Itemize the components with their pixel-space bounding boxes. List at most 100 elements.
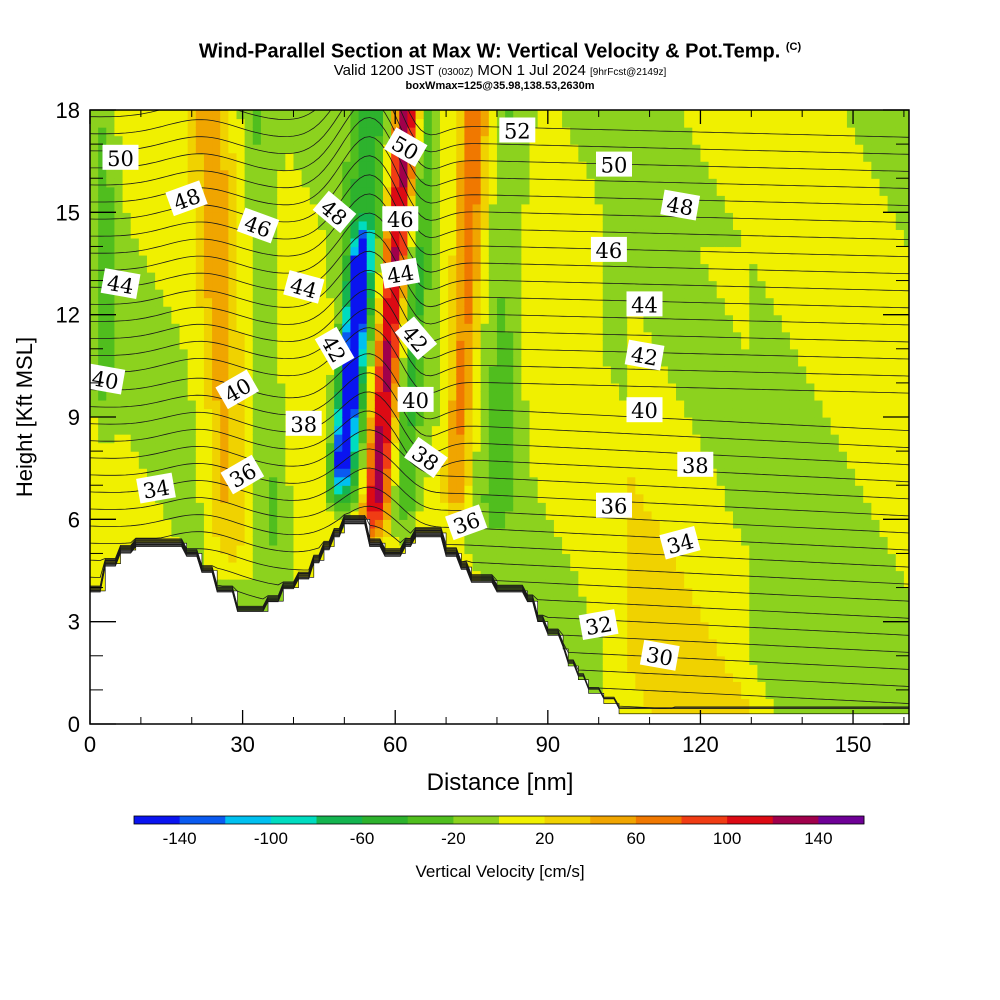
- velocity-cell: [513, 263, 522, 273]
- velocity-cell: [627, 127, 636, 137]
- velocity-cell: [643, 220, 653, 230]
- velocity-cell: [602, 485, 612, 495]
- velocity-cell: [456, 280, 465, 290]
- velocity-cell: [529, 272, 539, 282]
- velocity-cell: [212, 323, 221, 333]
- velocity-cell: [260, 340, 270, 350]
- velocity-cell: [619, 638, 628, 648]
- velocity-cell: [301, 476, 311, 486]
- velocity-cell: [537, 118, 547, 128]
- velocity-cell: [521, 408, 531, 418]
- velocity-cell: [155, 229, 164, 239]
- velocity-cell: [326, 297, 335, 307]
- velocity-cell: [195, 152, 205, 162]
- velocity-cell: [236, 161, 246, 171]
- velocity-cell: [480, 476, 490, 486]
- velocity-cell: [203, 212, 213, 222]
- velocity-cell: [383, 425, 392, 435]
- velocity-cell: [309, 186, 319, 196]
- velocity-cell: [277, 220, 286, 230]
- velocity-cell: [399, 476, 409, 486]
- velocity-cell: [602, 382, 612, 393]
- velocity-cell: [90, 203, 99, 213]
- velocity-cell: [423, 417, 433, 427]
- velocity-cell: [301, 212, 311, 222]
- velocity-cell: [155, 314, 164, 324]
- velocity-cell: [496, 408, 506, 418]
- velocity-cell: [236, 246, 246, 256]
- velocity-cell: [521, 493, 531, 503]
- velocity-cell: [505, 280, 514, 290]
- velocity-cell: [317, 314, 327, 324]
- velocity-cell: [252, 314, 262, 324]
- velocity-cell: [627, 604, 636, 614]
- velocity-cell: [138, 323, 148, 333]
- velocity-cell: [586, 263, 596, 273]
- velocity-cell: [553, 485, 563, 495]
- velocity-cell: [285, 144, 295, 154]
- velocity-cell: [244, 544, 254, 555]
- velocity-cell: [456, 229, 465, 239]
- velocity-cell: [594, 272, 604, 282]
- velocity-cell: [163, 323, 172, 333]
- velocity-cell: [651, 672, 661, 682]
- velocity-cell: [553, 417, 563, 427]
- velocity-cell: [480, 178, 490, 188]
- velocity-cell: [277, 263, 286, 273]
- velocity-cell: [195, 314, 205, 324]
- velocity-cell: [594, 681, 604, 691]
- velocity-cell: [643, 374, 653, 384]
- velocity-cell: [187, 263, 197, 273]
- velocity-cell: [252, 297, 262, 307]
- velocity-cell: [391, 323, 400, 333]
- velocity-cell: [496, 459, 506, 469]
- velocity-cell: [537, 417, 547, 427]
- velocity-cell: [212, 536, 221, 546]
- velocity-cell: [98, 519, 107, 529]
- velocity-cell: [106, 229, 116, 239]
- velocity-cell: [252, 203, 262, 213]
- velocity-cell: [423, 365, 433, 375]
- velocity-cell: [570, 502, 579, 512]
- velocity-cell: [627, 280, 636, 290]
- velocity-cell: [472, 127, 482, 137]
- velocity-cell: [252, 280, 262, 290]
- velocity-cell: [545, 178, 555, 188]
- velocity-cell: [480, 493, 490, 503]
- velocity-cell: [301, 161, 311, 171]
- velocity-cell: [228, 254, 238, 265]
- velocity-cell: [505, 289, 514, 299]
- velocity-cell: [610, 306, 620, 316]
- velocity-cell: [358, 212, 368, 222]
- velocity-cell: [456, 417, 465, 427]
- velocity-cell: [90, 263, 99, 273]
- velocity-cell: [391, 425, 400, 435]
- velocity-cell: [537, 340, 547, 350]
- velocity-cell: [334, 169, 343, 179]
- velocity-cell: [374, 357, 384, 367]
- velocity-cell: [562, 135, 571, 145]
- velocity-cell: [195, 237, 205, 248]
- velocity-cell: [98, 169, 107, 179]
- velocity-cell: [610, 604, 620, 614]
- velocity-cell: [496, 442, 506, 452]
- velocity-cell: [407, 229, 417, 239]
- velocity-cell: [423, 212, 433, 222]
- velocity-cell: [594, 587, 604, 597]
- velocity-cell: [260, 169, 270, 179]
- velocity-cell: [309, 468, 319, 478]
- velocity-cell: [464, 110, 474, 120]
- velocity-cell: [513, 144, 522, 154]
- velocity-cell: [586, 135, 596, 145]
- velocity-cell: [212, 118, 221, 128]
- velocity-cell: [513, 237, 522, 248]
- velocity-cell: [366, 442, 376, 452]
- velocity-cell: [627, 519, 636, 529]
- velocity-cell: [391, 357, 400, 367]
- velocity-cell: [448, 272, 457, 282]
- velocity-cell: [374, 519, 384, 529]
- velocity-cell: [570, 468, 579, 478]
- velocity-cell: [187, 502, 197, 512]
- velocity-cell: [252, 237, 262, 248]
- velocity-cell: [586, 246, 596, 256]
